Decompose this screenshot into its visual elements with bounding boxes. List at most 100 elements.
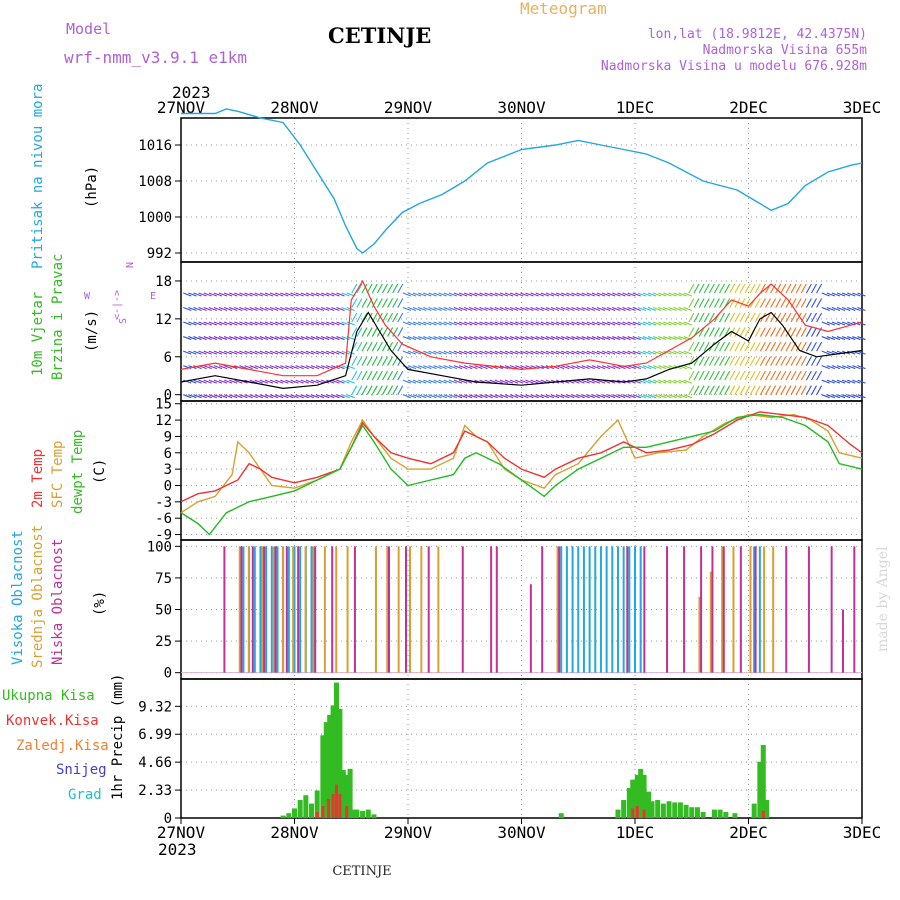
wind-barb: [254, 321, 263, 326]
wind-barb: [198, 350, 207, 355]
wind-barb: [663, 321, 672, 326]
wind-barb: [826, 292, 836, 297]
wind-barb: [821, 336, 830, 341]
wind-barb: [841, 379, 851, 384]
wind-barb: [852, 379, 861, 384]
wind-barb: [489, 336, 498, 341]
wind-barb: [847, 306, 856, 312]
wind-barb: [606, 336, 616, 341]
precip-total-bar: [280, 815, 286, 818]
wind-barb: [239, 306, 248, 312]
precip-tick-label: 2.33: [138, 783, 172, 799]
wind-barb: [852, 292, 861, 297]
wind-barb: [566, 292, 575, 297]
wind-barb: [688, 312, 695, 323]
wind-barb: [356, 341, 363, 352]
wind-barb: [320, 306, 330, 312]
wind-barb: [765, 370, 772, 381]
wind-barb: [566, 394, 575, 399]
wind-barb: [392, 298, 399, 308]
wind-barb: [642, 336, 652, 341]
wind-barb: [586, 336, 595, 341]
wind-barb: [571, 350, 580, 355]
wind-barb: [852, 365, 861, 370]
wind-barb: [540, 292, 549, 297]
wind-barb: [183, 306, 192, 312]
wind-barb: [581, 292, 590, 297]
wind-barb: [458, 365, 468, 370]
precip-frame: [180, 678, 863, 819]
wind-barb: [617, 292, 626, 297]
wind-barb: [816, 356, 823, 366]
wind-barb: [713, 385, 720, 395]
temp-tick-label: 3: [164, 462, 172, 478]
wind-barb: [326, 336, 335, 341]
wind-barb: [479, 365, 488, 370]
wind-barb: [407, 394, 417, 399]
pressure-frame: [180, 117, 863, 263]
wind-barb: [285, 292, 294, 297]
wind-barb: [326, 394, 335, 399]
wind-barb: [397, 327, 404, 337]
wind-barb: [484, 321, 493, 326]
wind-barb: [305, 350, 315, 355]
wind-barb: [198, 394, 207, 399]
wind-barb: [739, 341, 746, 352]
wind-barb: [336, 336, 345, 341]
wind-barb: [351, 385, 358, 395]
wind-barb: [213, 365, 223, 370]
wind-barb: [376, 385, 383, 395]
wind-barb: [561, 292, 570, 297]
wind-barb: [658, 394, 667, 399]
wind-barb: [351, 370, 358, 381]
wind-barb: [203, 336, 212, 341]
wind-barb: [254, 394, 263, 399]
wind-barb: [188, 394, 197, 399]
time-label-bottom: 2DEC: [729, 823, 768, 842]
wind-barb: [346, 321, 355, 326]
wind-barb: [831, 306, 841, 312]
wind-barb: [188, 350, 197, 355]
wind-barb: [739, 370, 746, 381]
wind-barb: [418, 336, 427, 341]
wind-barb: [663, 336, 672, 341]
wind-barb: [229, 292, 238, 297]
wind-barb: [800, 341, 807, 352]
wind-barb: [550, 350, 560, 355]
precip-total-bar: [327, 714, 333, 818]
wind-barb: [785, 370, 792, 381]
wind-barb: [326, 306, 335, 312]
wind-barb: [183, 292, 192, 297]
wind-barb: [729, 298, 736, 308]
wind-barb: [785, 312, 792, 323]
wind-barb: [622, 394, 631, 399]
wind-barb: [381, 283, 388, 294]
wind-barb: [499, 336, 509, 341]
wind-barb: [433, 336, 442, 341]
temp-tick-label: -3: [155, 495, 172, 511]
wind-barb: [223, 379, 233, 384]
wind-barb: [693, 341, 700, 352]
wind-barb: [520, 321, 529, 326]
wind-barb: [540, 336, 549, 341]
wind-barb: [790, 385, 797, 395]
wind-barb: [193, 321, 202, 326]
wind-barb: [658, 321, 667, 326]
wind-barb: [438, 350, 447, 355]
wind-barb: [387, 385, 394, 395]
wind-barb: [341, 365, 350, 370]
wind-barb: [494, 350, 504, 355]
wind-barb: [647, 379, 657, 384]
model-altitude-label: Nadmorska Visina u modelu 676.928m: [601, 59, 867, 74]
wind-barb: [448, 350, 458, 355]
wind-barb: [428, 365, 437, 370]
wind-barb: [571, 306, 580, 312]
wind-barb: [627, 394, 636, 399]
wind-barb: [315, 365, 325, 370]
precip-conv-bar: [315, 812, 319, 818]
wind-barb: [800, 370, 807, 381]
wind-barb: [596, 394, 606, 399]
wind-barb: [387, 327, 394, 337]
wind-barb: [412, 394, 422, 399]
wind-barb: [724, 356, 731, 366]
